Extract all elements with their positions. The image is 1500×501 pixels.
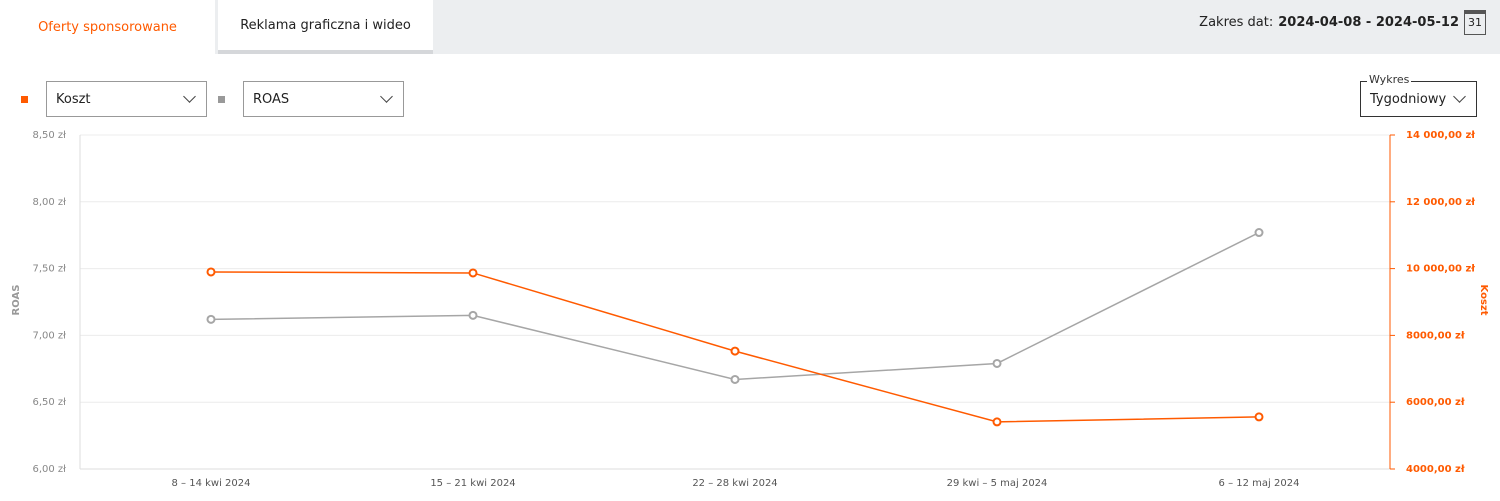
y-tick-label: 7,00 zł <box>32 330 66 341</box>
data-point <box>206 314 216 324</box>
metric-select[interactable]: ROAS <box>243 81 404 117</box>
top-bar: Oferty sponsorowane Reklama graficzna i … <box>0 0 1500 54</box>
date-range[interactable]: Zakres dat: 2024-04-08 - 2024-05-12 31 <box>1199 10 1486 35</box>
select-value: ROAS <box>253 91 290 107</box>
series-marker <box>21 96 28 103</box>
y2-tick-label: 8000,00 zł <box>1406 330 1465 341</box>
select-value: Koszt <box>56 91 91 107</box>
y-tick-label: 6,00 zł <box>32 464 66 475</box>
series-line <box>210 231 1260 381</box>
data-point <box>1254 228 1264 238</box>
y2-tick-label: 12 000,00 zł <box>1406 197 1475 208</box>
tab[interactable]: Oferty sponsorowane <box>0 0 215 54</box>
chart-type-select[interactable]: Wykres Tygodniowy <box>1360 73 1477 117</box>
y2-tick-label: 6000,00 zł <box>1406 397 1465 408</box>
y-axis-label: ROAS <box>11 285 22 316</box>
metric-select[interactable]: Koszt <box>46 81 207 117</box>
x-tick-label: 6 – 12 maj 2024 <box>1219 478 1300 489</box>
y2-axis-label: Koszt <box>1478 285 1489 316</box>
y2-tick-label: 14 000,00 zł <box>1406 130 1475 141</box>
x-tick-label: 15 – 21 kwi 2024 <box>430 478 515 489</box>
data-point <box>468 268 478 278</box>
data-point <box>206 267 216 277</box>
data-point <box>992 358 1002 368</box>
x-tick-label: 8 – 14 kwi 2024 <box>172 478 251 489</box>
y-tick-label: 6,50 zł <box>32 397 66 408</box>
y2-tick-label: 4000,00 zł <box>1406 464 1465 475</box>
data-point <box>730 346 740 356</box>
data-point <box>992 417 1002 427</box>
x-tick-label: 29 kwi – 5 maj 2024 <box>947 478 1048 489</box>
select-value: Tygodniowy <box>1370 91 1447 107</box>
calendar-icon[interactable]: 31 <box>1464 10 1486 35</box>
y-tick-label: 8,00 zł <box>32 197 66 208</box>
data-point <box>1254 412 1264 422</box>
tab[interactable]: Reklama graficzna i wideo <box>218 0 433 54</box>
date-value: 2024-04-08 - 2024-05-12 <box>1278 15 1459 30</box>
y-tick-label: 8,50 zł <box>32 130 66 141</box>
y2-tick-label: 10 000,00 zł <box>1406 264 1475 275</box>
series-marker <box>218 96 225 103</box>
x-tick-label: 22 – 28 kwi 2024 <box>692 478 777 489</box>
y-tick-label: 7,50 zł <box>32 264 66 275</box>
select-label: Wykres <box>1367 73 1412 86</box>
date-label: Zakres dat: <box>1199 15 1274 30</box>
data-point <box>468 310 478 320</box>
data-point <box>730 374 740 384</box>
